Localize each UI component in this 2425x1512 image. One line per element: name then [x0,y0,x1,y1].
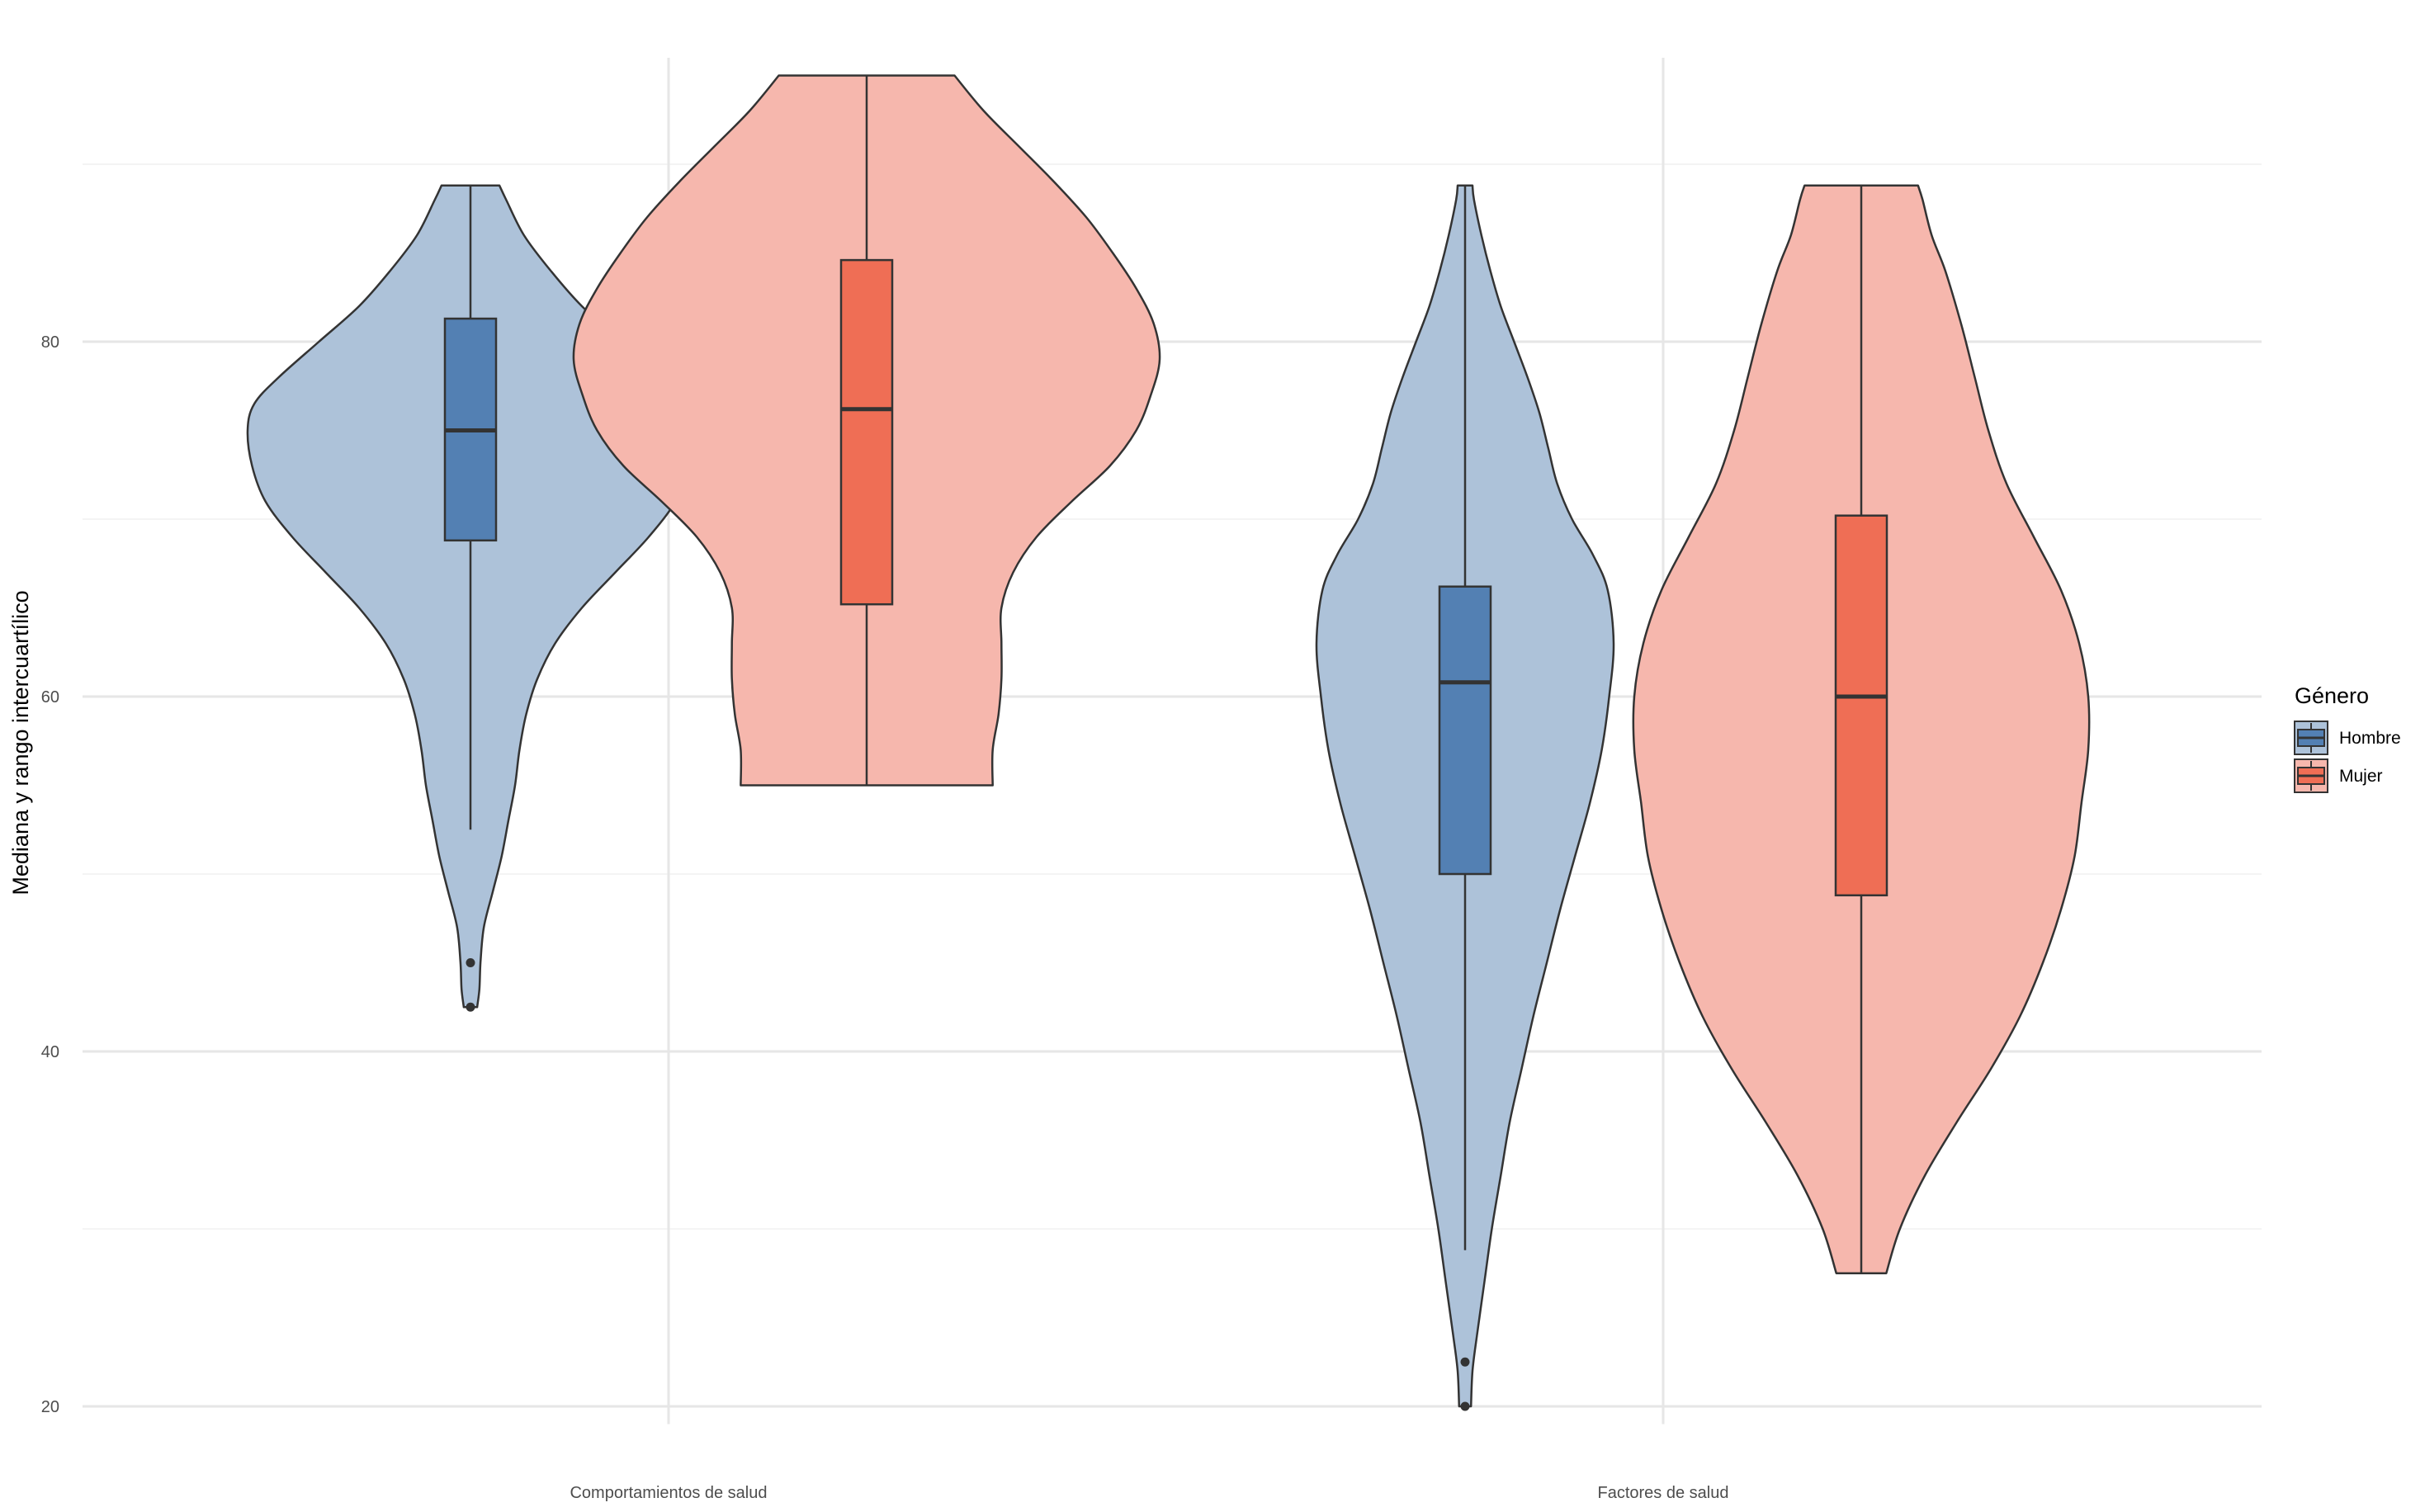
axis-layer: 20 40 60 80 Comportamientos de salud Factores… [41,333,1729,1502]
legend: Género Hombre Mujer [2294,683,2401,793]
outlier-point [466,1002,475,1012]
y-axis-title: Mediana y rango intercuartílico [8,590,33,895]
y-tick-label: 60 [41,688,59,706]
legend-label-mujer: Mujer [2339,767,2383,786]
box-mujer-1 [839,258,894,606]
violin-layer [246,74,2091,1408]
legend-item-mujer: Mujer [2294,758,2383,793]
outlier-point [1460,1357,1470,1367]
outlier-point [1460,1401,1470,1411]
x-tick-label: Factores de salud [1598,1484,1729,1502]
y-tick-label: 80 [41,333,59,352]
y-tick-label: 40 [41,1043,59,1061]
box-hombre-2 [1438,585,1492,876]
legend-item-hombre: Hombre [2294,721,2401,755]
box-layer [443,75,1888,1411]
x-tick-label: Comportamientos de salud [570,1484,767,1502]
outlier-point [466,958,475,967]
legend-label-hombre: Hombre [2339,729,2401,748]
box-mujer-2 [1834,514,1888,897]
legend-title: Género [2295,683,2369,708]
y-tick-label: 20 [41,1398,59,1416]
